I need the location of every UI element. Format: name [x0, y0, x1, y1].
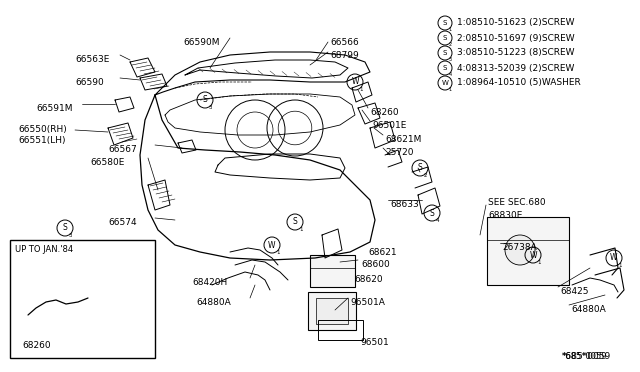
Text: 3: 3 — [209, 105, 212, 110]
Text: 1:08510-51623 (2)SCREW: 1:08510-51623 (2)SCREW — [457, 19, 575, 28]
Text: 3: 3 — [69, 233, 72, 238]
Text: 1: 1 — [359, 87, 362, 92]
Text: 66591M: 66591M — [36, 104, 72, 113]
Text: 68830E: 68830E — [488, 211, 522, 220]
Text: 2: 2 — [424, 173, 428, 178]
Text: S: S — [429, 208, 435, 218]
Bar — [308, 292, 356, 330]
Text: 68621: 68621 — [368, 248, 397, 257]
Text: 2: 2 — [449, 42, 452, 47]
Text: W: W — [611, 253, 618, 263]
Text: 1: 1 — [449, 87, 452, 92]
Text: 66567: 66567 — [108, 145, 137, 154]
Text: 96501A: 96501A — [350, 298, 385, 307]
Text: 4: 4 — [436, 218, 440, 223]
Text: W: W — [529, 250, 537, 260]
Text: 66590M: 66590M — [183, 38, 220, 47]
Text: 64880A: 64880A — [571, 305, 605, 314]
Text: 1: 1 — [449, 27, 452, 32]
Text: S: S — [443, 35, 447, 41]
Text: *685*0059: *685*0059 — [562, 352, 611, 361]
Text: 68799: 68799 — [330, 51, 359, 60]
Text: 25720: 25720 — [385, 148, 413, 157]
Bar — [316, 298, 348, 324]
Text: 68260: 68260 — [22, 341, 51, 350]
Text: 66551(LH): 66551(LH) — [18, 136, 65, 145]
Text: 66580E: 66580E — [90, 158, 124, 167]
Text: 68621M: 68621M — [385, 135, 421, 144]
Text: 68425: 68425 — [560, 287, 589, 296]
Text: 96501: 96501 — [360, 338, 388, 347]
Text: S: S — [292, 218, 298, 227]
Text: 66563E: 66563E — [75, 55, 109, 64]
Text: 1: 1 — [537, 260, 541, 265]
Text: 4: 4 — [449, 72, 452, 77]
Text: 66590: 66590 — [75, 78, 104, 87]
Bar — [318, 320, 363, 340]
Text: 68633: 68633 — [390, 200, 419, 209]
Bar — [10, 240, 155, 358]
Text: W: W — [442, 80, 449, 86]
Text: S: S — [443, 50, 447, 56]
Text: 66566: 66566 — [330, 38, 359, 47]
Text: S: S — [443, 65, 447, 71]
Text: 66574: 66574 — [108, 218, 136, 227]
Text: 66550(RH): 66550(RH) — [18, 125, 67, 134]
Text: S: S — [443, 20, 447, 26]
Text: 3: 3 — [449, 57, 452, 62]
Text: 96501E: 96501E — [372, 121, 406, 130]
Text: 2:08510-51697 (9)SCREW: 2:08510-51697 (9)SCREW — [457, 33, 575, 42]
Text: 26738A: 26738A — [502, 243, 537, 252]
Text: S: S — [418, 164, 422, 173]
Text: 1: 1 — [299, 227, 303, 232]
Text: 1:08964-10510 (5)WASHER: 1:08964-10510 (5)WASHER — [457, 78, 580, 87]
Text: W: W — [268, 241, 276, 250]
Text: 68620: 68620 — [354, 275, 383, 284]
Text: 68600: 68600 — [361, 260, 390, 269]
Text: UP TO JAN.'84: UP TO JAN.'84 — [15, 245, 73, 254]
Text: 68260: 68260 — [370, 108, 399, 117]
Bar — [487, 217, 569, 285]
Text: W: W — [351, 77, 359, 87]
Text: 1: 1 — [618, 263, 621, 268]
Text: S: S — [203, 96, 207, 105]
Text: *685*0059: *685*0059 — [562, 352, 607, 361]
Text: S: S — [63, 224, 67, 232]
Text: 3:08510-51223 (8)SCREW: 3:08510-51223 (8)SCREW — [457, 48, 575, 58]
Text: 1: 1 — [276, 250, 280, 255]
Text: SEE SEC.680: SEE SEC.680 — [488, 198, 546, 207]
Text: 64880A: 64880A — [196, 298, 231, 307]
Text: 68420H: 68420H — [192, 278, 227, 287]
Circle shape — [505, 235, 535, 265]
Bar — [310, 255, 355, 287]
Text: 4:08313-52039 (2)SCREW: 4:08313-52039 (2)SCREW — [457, 64, 574, 73]
